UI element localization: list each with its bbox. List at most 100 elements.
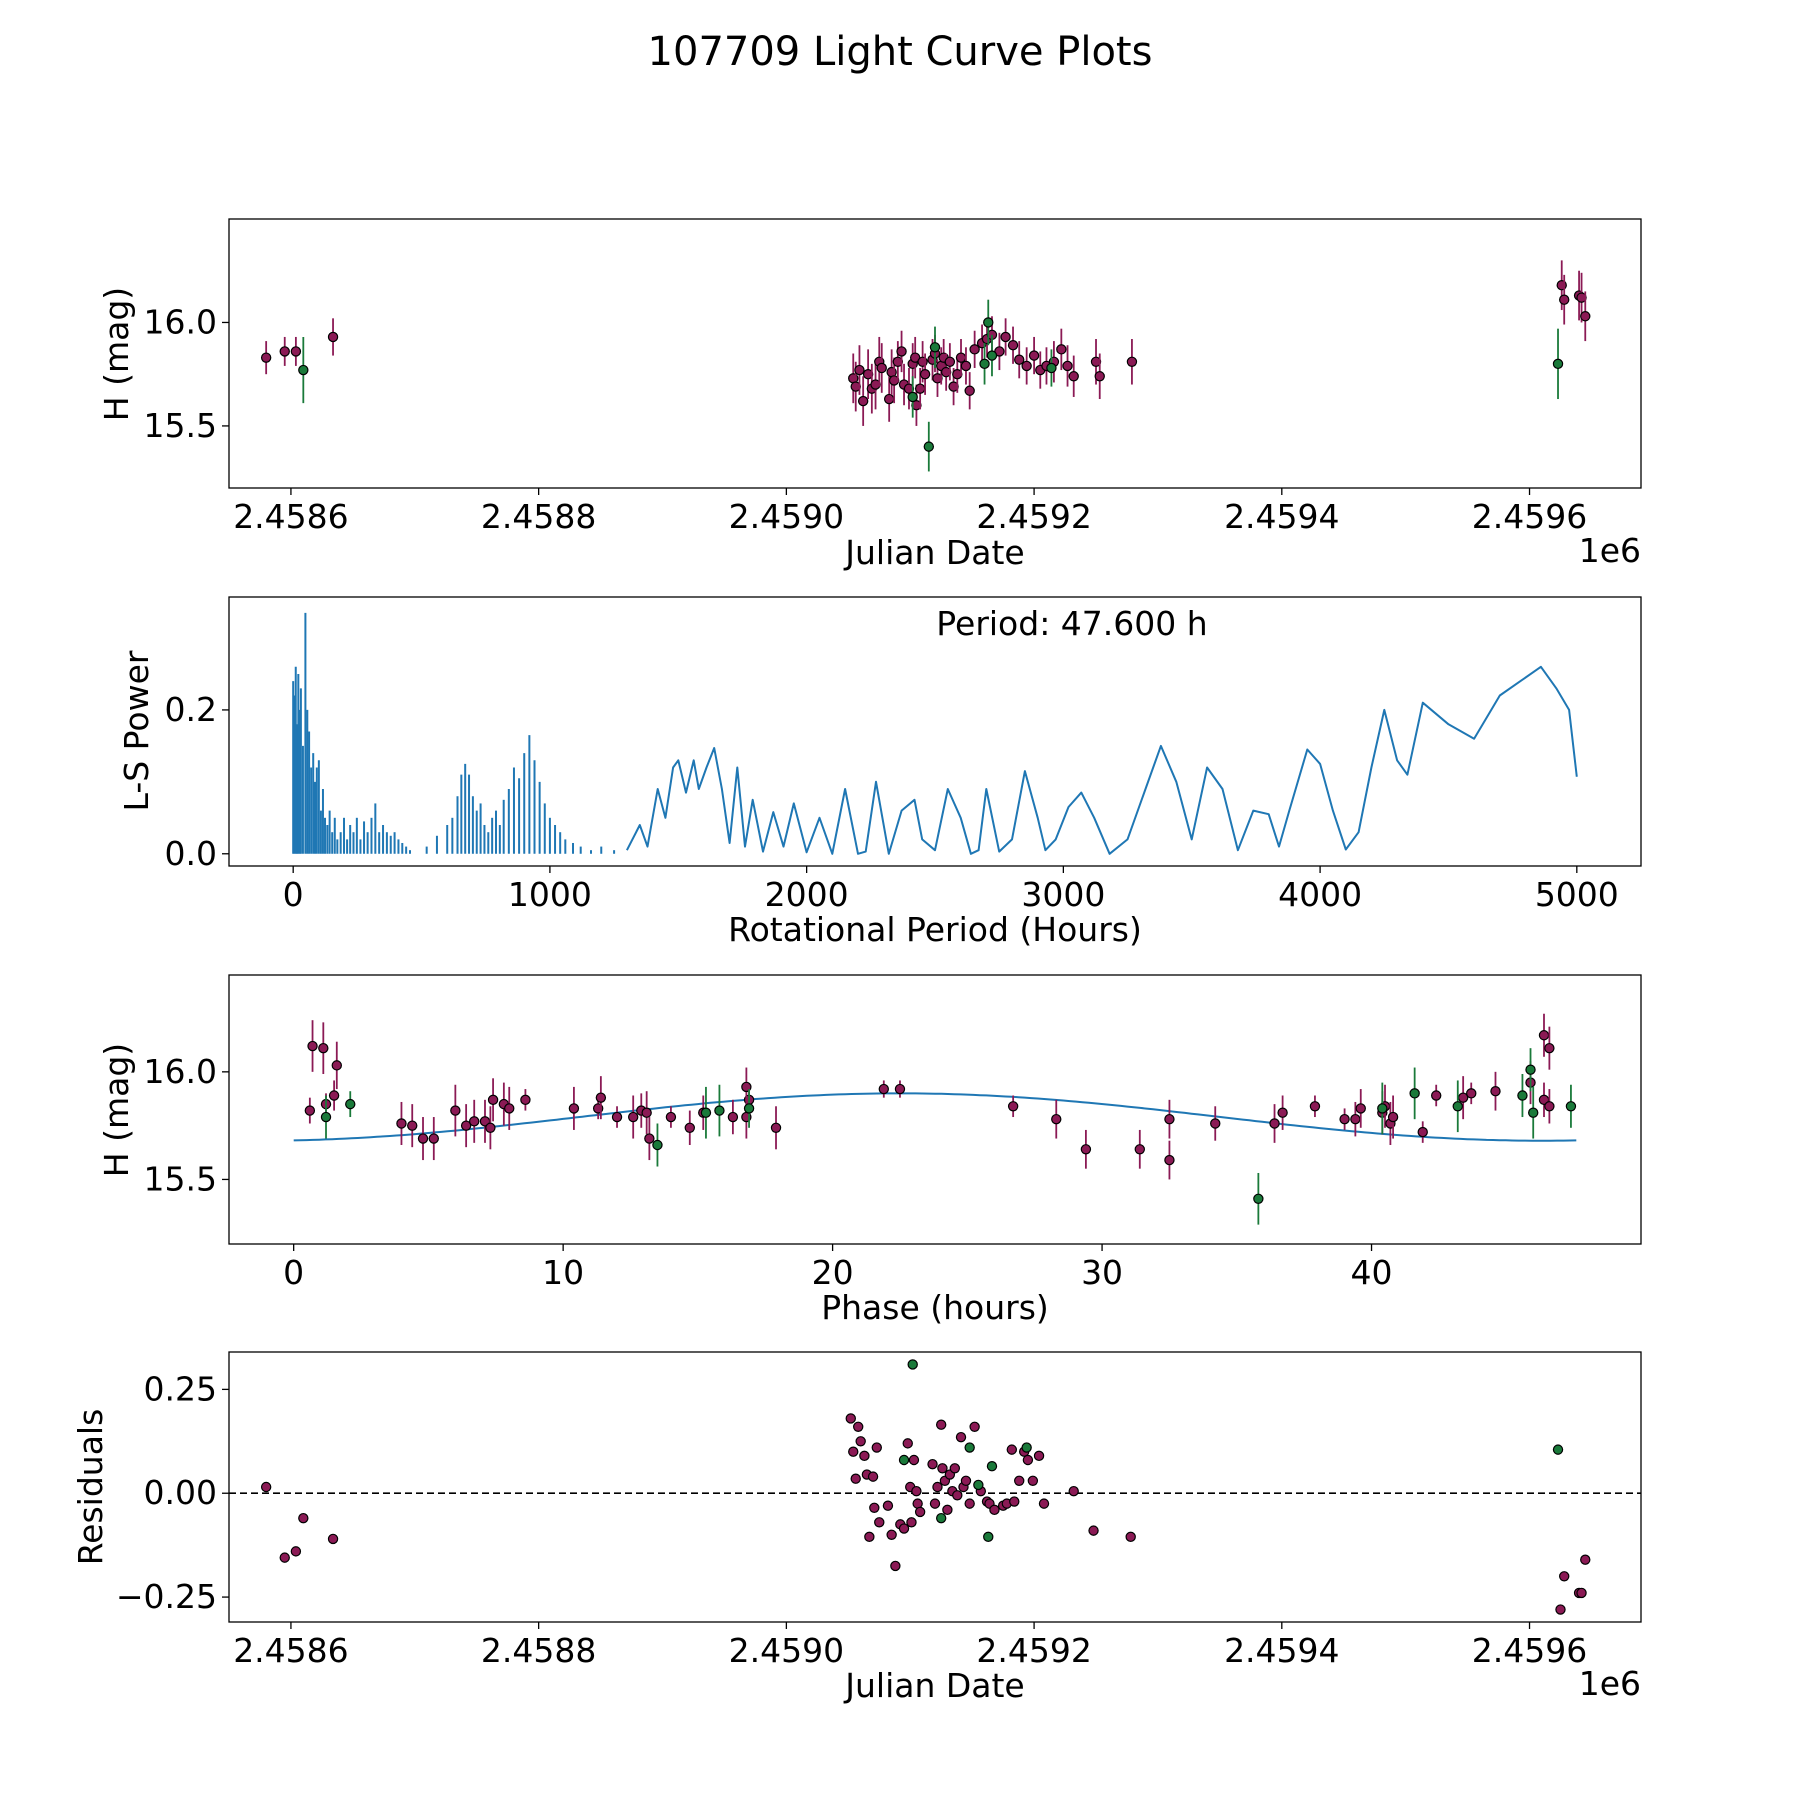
band1-point (1021, 360, 1032, 372)
band2-point (1552, 1444, 1564, 1455)
band1-point (883, 393, 895, 405)
band1-point (902, 1438, 913, 1449)
band2-point (1552, 358, 1564, 370)
band1-point (1126, 356, 1138, 367)
band1-point (318, 1042, 329, 1054)
periodogram-marks (292, 612, 1578, 855)
band2-point (898, 1454, 910, 1466)
band1-point (1094, 371, 1105, 382)
band1-point (955, 1431, 967, 1443)
band1-point (328, 1090, 340, 1101)
band1-point (290, 1546, 302, 1557)
band1-point (927, 1458, 938, 1470)
band2-point (983, 1531, 994, 1543)
band1-point (1355, 1103, 1366, 1114)
band1-point (871, 1442, 882, 1453)
band1-point (1559, 1571, 1570, 1582)
band1-point (331, 1060, 342, 1071)
band1-point (1417, 1126, 1428, 1138)
panel-lightcurve: 2.4586 2.4588 2.4590 2.4592 2.4594 2.4596 15.5… (97, 218, 1642, 572)
periodogram-ticks: 0 1000 2000 3000 4000 5000 0.0 0.2 (165, 690, 1619, 914)
x-tick-label: 2.4586 (233, 1631, 348, 1670)
band1-point (520, 1094, 531, 1106)
band1-point (1000, 331, 1011, 343)
residuals-offset-label: 1e6 (1579, 1664, 1641, 1703)
band1-point (955, 352, 967, 363)
band2-point (1377, 1103, 1388, 1114)
band1-point (869, 1502, 880, 1513)
band1-point (1339, 1113, 1350, 1125)
band1-point (1559, 294, 1570, 305)
periodogram-line (626, 665, 1578, 855)
band1-point (874, 1517, 885, 1528)
band1-point (1309, 1101, 1321, 1112)
x-tick-label: 0 (283, 1253, 304, 1292)
phased-marks (293, 1013, 1577, 1225)
band1-point (1387, 1111, 1399, 1123)
panel-residuals: 2.4586 2.4588 2.4590 2.4592 2.4594 2.4596 −0.2… (71, 1351, 1642, 1705)
band1-point (727, 1111, 739, 1123)
x-tick-label: 2.4586 (233, 497, 348, 536)
band1-point (882, 1500, 894, 1511)
band1-point (845, 1413, 856, 1424)
band1-point (298, 1512, 309, 1524)
y-tick-label: 16.0 (144, 1052, 217, 1091)
band1-point (1466, 1088, 1477, 1099)
band2-point (923, 441, 935, 452)
x-tick-label: 30 (1081, 1253, 1123, 1292)
band1-point (960, 360, 972, 372)
band1-point (460, 1120, 472, 1131)
lightcurve-offset-label: 1e6 (1579, 531, 1641, 570)
band1-point (964, 385, 975, 396)
x-tick-label: 2.4592 (976, 497, 1091, 536)
band1-point (942, 1504, 953, 1516)
band1-point (890, 1560, 901, 1572)
x-tick-label: 0 (283, 875, 304, 914)
x-tick-label: 5000 (1535, 875, 1619, 914)
band1-point (627, 1111, 639, 1123)
band1-point (450, 1105, 461, 1116)
band1-point (279, 346, 290, 357)
band1-point (969, 344, 980, 355)
band1-point (989, 1504, 1000, 1516)
x-tick-label: 1000 (508, 875, 592, 914)
band1-point (1022, 1454, 1034, 1466)
band1-point (1576, 1587, 1587, 1599)
band1-point (1125, 1531, 1136, 1543)
band1-point (487, 1094, 499, 1106)
band2-point (320, 1111, 332, 1123)
band1-point (969, 1421, 980, 1432)
band2-point (714, 1105, 725, 1116)
band2-point (1517, 1090, 1528, 1101)
lightcurve-xlabel: Julian Date (843, 533, 1025, 572)
band2-point (983, 317, 994, 328)
band1-point (1006, 1444, 1017, 1455)
y-tick-label: 15.5 (144, 406, 217, 445)
x-tick-label: 2.4590 (729, 497, 844, 536)
band1-point (1028, 350, 1040, 361)
band1-point (1490, 1086, 1501, 1097)
band1-point (1164, 1154, 1175, 1166)
band1-point (952, 1490, 963, 1501)
lightcurve-ticks: 2.4586 2.4588 2.4590 2.4592 2.4594 2.4596 15.5… (144, 302, 1588, 536)
band1-point (1038, 1498, 1050, 1509)
band1-point (260, 352, 272, 363)
band1-point (876, 362, 887, 374)
band2-point (1409, 1088, 1420, 1099)
x-tick-label: 3000 (1021, 875, 1105, 914)
band1-point (867, 1471, 879, 1482)
band1-point (964, 1498, 975, 1509)
band1-point (684, 1122, 695, 1133)
band1-point (1555, 1604, 1566, 1615)
band1-point (327, 331, 339, 343)
band1-point (1164, 1113, 1175, 1125)
band1-point (906, 1517, 917, 1528)
band2-point (298, 364, 309, 376)
band1-point (279, 1552, 290, 1563)
band1-point (1014, 354, 1025, 365)
band1-point (914, 1506, 926, 1518)
band2-point (929, 342, 941, 353)
band1-point (469, 1116, 480, 1127)
y-tick-label: 15.5 (144, 1159, 217, 1198)
band2-point (1565, 1101, 1577, 1112)
